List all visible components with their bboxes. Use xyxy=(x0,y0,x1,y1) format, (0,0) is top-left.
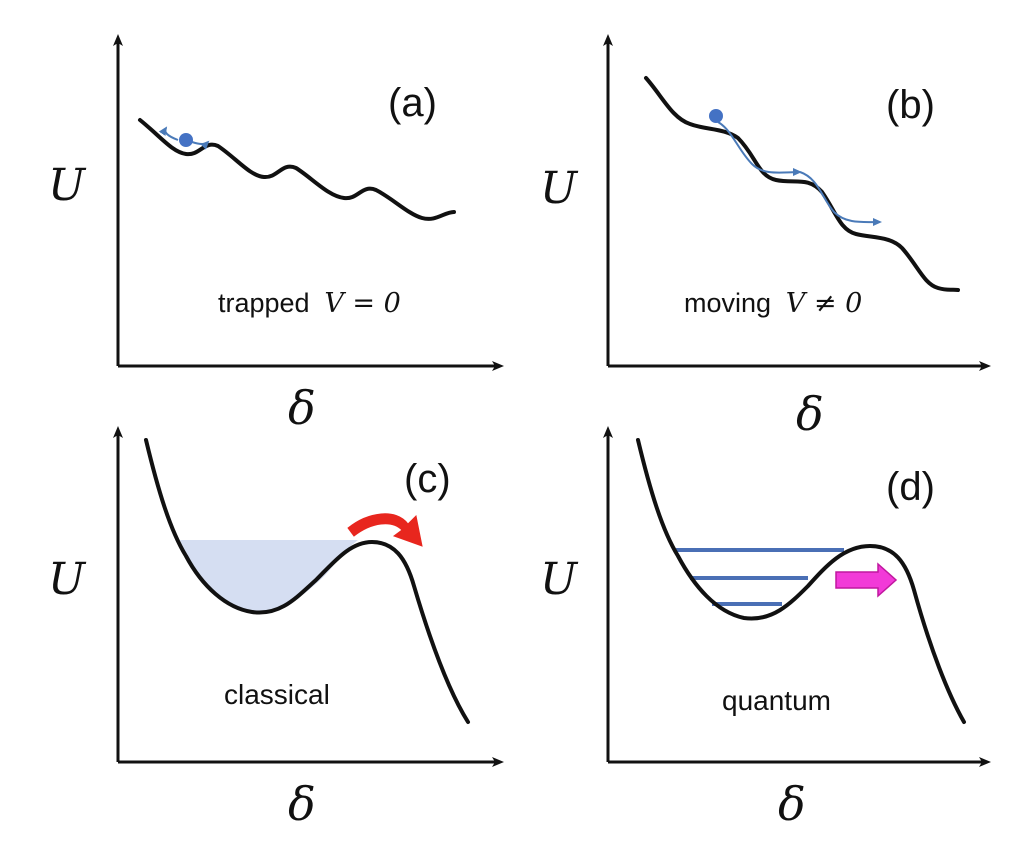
panel-a: (a) U δ trapped V = 0 xyxy=(48,34,504,435)
panel-b-particle xyxy=(709,109,723,123)
panel-c-metastable-potential-curve xyxy=(144,438,470,724)
panel-a-caption: trapped V = 0 xyxy=(218,288,401,319)
panel-d-x-symbol: δ xyxy=(778,777,806,831)
panel-a-tag: (a) xyxy=(388,81,437,125)
panel-a-y-symbol: U xyxy=(48,160,87,211)
panel-b-tag: (b) xyxy=(886,83,935,127)
panel-d-y-symbol: U xyxy=(540,554,579,605)
panel-d-metastable-potential-curve xyxy=(636,438,966,724)
panel-c-x-symbol: δ xyxy=(288,777,316,831)
panel-c: (c) U δ classical xyxy=(48,426,504,831)
panel-c-escape-arrow xyxy=(347,513,423,547)
panel-b: (b) U δ moving V ≠ 0 xyxy=(540,34,991,441)
panel-c-tag: (c) xyxy=(404,457,451,501)
panel-b-caption-word: moving xyxy=(684,288,771,318)
panel-d-caption: quantum xyxy=(722,685,831,716)
panel-a-oscillation-arrow-right xyxy=(191,140,210,150)
panel-d-tunneling-arrow xyxy=(835,562,898,598)
panel-a-x-symbol: δ xyxy=(288,381,316,435)
panel-a-caption-word: trapped xyxy=(218,288,310,318)
panel-b-caption: moving V ≠ 0 xyxy=(684,288,862,319)
panel-c-classical-well-fill xyxy=(180,540,358,614)
panel-a-particle xyxy=(179,133,193,147)
panel-a-tilted-washboard-curve xyxy=(138,118,456,221)
panel-b-x-symbol: δ xyxy=(796,387,824,441)
panel-a-caption-math: V = 0 xyxy=(324,288,400,319)
panel-a-oscillation-arrow xyxy=(158,126,179,141)
panel-c-y-symbol: U xyxy=(48,554,87,605)
panel-d: (d) U δ quantum xyxy=(540,426,991,831)
panel-d-tag: (d) xyxy=(886,465,935,509)
panel-b-caption-math: V ≠ 0 xyxy=(786,288,862,319)
panel-b-y-symbol: U xyxy=(540,163,579,214)
panel-c-caption: classical xyxy=(224,679,330,710)
panel-b-drift-trajectory xyxy=(717,121,802,177)
panel-b-drift-trajectory-2 xyxy=(799,171,882,227)
